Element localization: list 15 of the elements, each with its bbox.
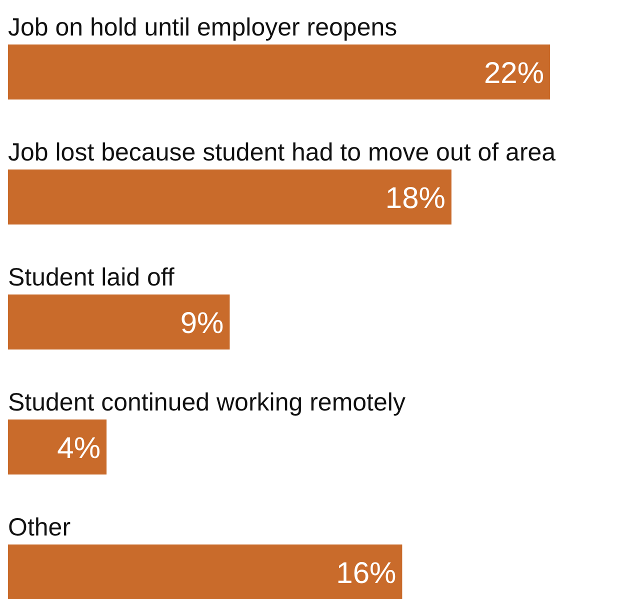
bar xyxy=(8,44,550,100)
data-label: 4% xyxy=(57,432,101,465)
y-tick-label: Student laid off xyxy=(8,264,174,292)
bar xyxy=(8,420,107,474)
bar xyxy=(8,170,452,224)
y-tick-label: Job lost because student had to move out of area xyxy=(8,138,556,166)
data-label: 22% xyxy=(484,57,544,90)
bar xyxy=(8,294,230,350)
y-tick-label: Student continued working remotely xyxy=(8,388,406,416)
data-label: 18% xyxy=(385,182,446,215)
y-tick-label: Job on hold until employer reopens xyxy=(8,14,398,42)
data-label: 16% xyxy=(336,557,396,590)
y-tick-label: Other xyxy=(8,514,71,542)
data-label: 9% xyxy=(180,307,224,340)
bar xyxy=(8,544,402,599)
